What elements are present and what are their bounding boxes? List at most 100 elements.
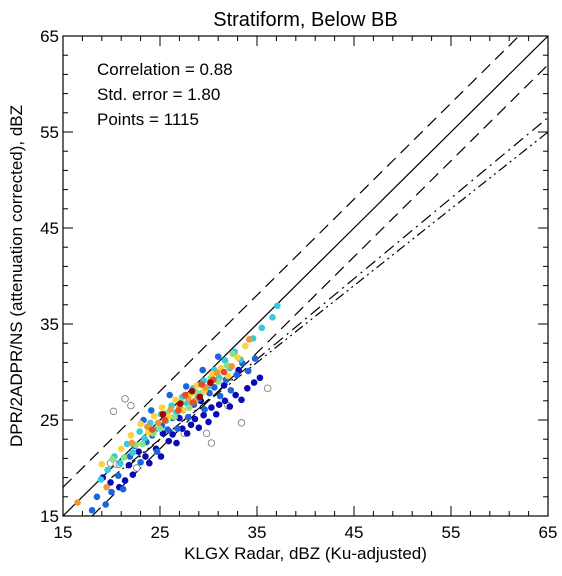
x-tick-label: 45 xyxy=(345,523,364,542)
data-point xyxy=(137,420,144,428)
data-point xyxy=(97,476,105,483)
data-point xyxy=(127,432,135,439)
data-point xyxy=(187,421,195,429)
data-point xyxy=(174,425,181,432)
data-point xyxy=(108,488,115,496)
data-point xyxy=(120,454,128,461)
y-tick-label: 15 xyxy=(40,507,59,526)
data-point xyxy=(135,448,142,455)
reference-line-dashed-2 xyxy=(91,64,548,516)
data-point xyxy=(98,460,106,468)
x-tick-label: 35 xyxy=(248,523,267,542)
stats-annotation: Std. error = 1.80 xyxy=(97,85,220,104)
data-point xyxy=(237,419,246,427)
y-tick-label: 55 xyxy=(40,123,59,142)
data-point xyxy=(136,428,143,435)
x-axis-label: KLGX Radar, dBZ (Ku-adjusted) xyxy=(184,544,427,563)
reference-line-dash-dot-dot-4 xyxy=(111,131,548,479)
scatter-points xyxy=(74,302,281,516)
reference-line-dash-dot-3 xyxy=(125,117,548,469)
data-point xyxy=(189,399,197,407)
data-point xyxy=(191,415,199,423)
data-point xyxy=(212,410,220,418)
data-point xyxy=(198,381,206,388)
data-point xyxy=(154,419,162,427)
x-tick-label: 25 xyxy=(151,523,170,542)
data-point xyxy=(211,384,218,391)
data-point xyxy=(228,362,236,370)
data-point xyxy=(213,369,221,377)
data-point xyxy=(205,418,212,426)
data-point xyxy=(184,413,192,421)
y-tick-label: 25 xyxy=(40,411,59,430)
data-point xyxy=(107,479,114,486)
data-point xyxy=(227,386,235,394)
data-point xyxy=(185,404,193,411)
data-point xyxy=(153,448,161,455)
data-point xyxy=(221,397,229,405)
data-point xyxy=(182,383,190,390)
plot-frame xyxy=(62,35,549,517)
data-point xyxy=(128,439,136,447)
data-point xyxy=(150,412,158,420)
data-point xyxy=(127,401,135,410)
x-tick-label: 65 xyxy=(539,523,558,542)
y-tick-label: 65 xyxy=(40,27,59,46)
data-point xyxy=(220,382,228,389)
data-point xyxy=(114,472,122,479)
data-point xyxy=(269,313,276,321)
axis-ticks xyxy=(62,35,549,517)
data-point xyxy=(159,410,167,418)
data-point xyxy=(177,400,184,407)
data-point xyxy=(103,483,110,491)
data-point xyxy=(250,379,258,386)
data-point xyxy=(207,439,216,447)
data-point xyxy=(202,429,211,438)
data-point xyxy=(121,395,129,403)
data-point xyxy=(183,430,191,437)
data-point xyxy=(117,445,125,453)
data-point xyxy=(201,406,208,413)
data-point xyxy=(232,391,239,399)
y-axis-label: DPR/2ADPR/NS (attenuation corrected), dB… xyxy=(7,105,26,447)
data-point xyxy=(119,485,127,493)
data-point xyxy=(109,407,118,416)
data-point xyxy=(133,464,141,472)
data-point xyxy=(188,387,196,395)
data-point xyxy=(175,407,182,414)
data-point xyxy=(146,459,153,467)
chart-title: Stratiform, Below BB xyxy=(213,9,398,31)
x-tick-labels: 15 25 35 45 55 65 xyxy=(54,523,558,542)
data-point xyxy=(172,396,179,404)
data-point xyxy=(129,449,137,456)
data-point xyxy=(196,393,204,401)
data-point xyxy=(74,499,81,506)
data-point xyxy=(179,425,186,432)
data-point xyxy=(274,302,281,310)
y-tick-label: 35 xyxy=(40,315,59,334)
x-tick-label: 15 xyxy=(54,523,73,542)
data-point xyxy=(181,391,189,399)
stats-annotation: Points = 1115 xyxy=(97,110,199,129)
data-point xyxy=(167,406,174,413)
data-point xyxy=(121,477,129,484)
data-point xyxy=(238,396,245,404)
data-point xyxy=(195,424,203,431)
data-point xyxy=(173,439,180,447)
stats-annotations: Correlation = 0.88 Std. error = 1.80 Point… xyxy=(97,60,233,129)
data-point xyxy=(206,389,213,397)
stats-annotation: Correlation = 0.88 xyxy=(97,60,233,79)
data-point xyxy=(244,367,252,375)
data-point xyxy=(207,379,214,386)
data-point xyxy=(159,430,167,437)
data-point xyxy=(137,458,144,466)
data-point xyxy=(125,461,133,469)
data-point xyxy=(158,404,166,411)
data-point xyxy=(242,342,249,350)
data-point xyxy=(147,407,155,414)
data-point xyxy=(208,404,215,411)
data-point xyxy=(216,392,224,400)
data-point xyxy=(116,459,124,467)
data-point xyxy=(166,391,173,399)
